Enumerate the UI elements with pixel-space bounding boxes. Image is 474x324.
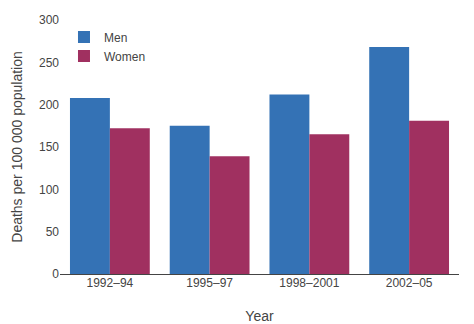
- svg-text:Men: Men: [104, 31, 127, 45]
- svg-text:1998–2001: 1998–2001: [279, 276, 339, 290]
- svg-text:150: 150: [39, 140, 59, 154]
- svg-text:1995–97: 1995–97: [186, 276, 233, 290]
- svg-text:50: 50: [46, 225, 60, 239]
- svg-text:Year: Year: [245, 308, 274, 324]
- svg-text:Women: Women: [104, 50, 145, 64]
- svg-text:0: 0: [52, 267, 59, 281]
- svg-text:300: 300: [39, 13, 59, 27]
- svg-text:2002–05: 2002–05: [386, 276, 433, 290]
- svg-text:Deaths per 100 000 population: Deaths per 100 000 population: [9, 51, 25, 242]
- svg-text:1992–94: 1992–94: [87, 276, 134, 290]
- svg-text:200: 200: [39, 98, 59, 112]
- svg-text:100: 100: [39, 183, 59, 197]
- svg-text:250: 250: [39, 56, 59, 70]
